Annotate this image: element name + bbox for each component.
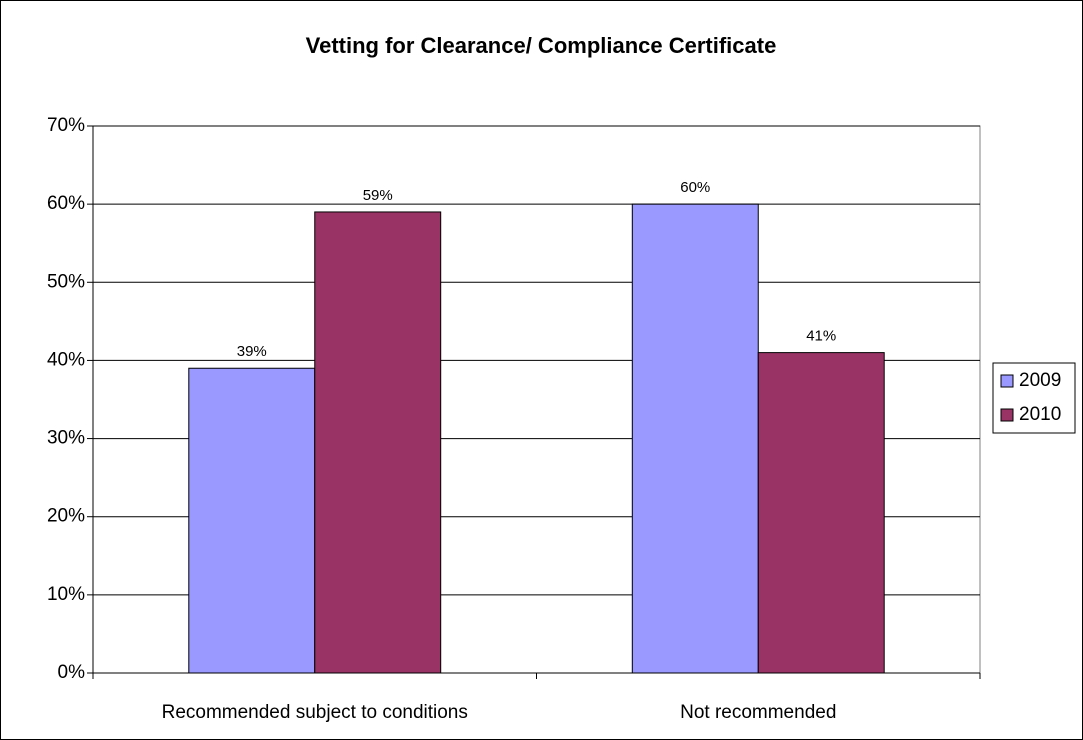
data-label: 39%: [237, 343, 267, 360]
legend-label: 2009: [1019, 370, 1061, 391]
y-tick-label: 50%: [47, 271, 85, 292]
y-tick-label: 70%: [47, 115, 85, 136]
y-tick-label: 10%: [47, 584, 85, 605]
y-tick-label: 60%: [47, 193, 85, 214]
legend-swatch: [1000, 408, 1014, 422]
x-tick-label: Recommended subject to conditions: [162, 702, 468, 723]
data-label: 60%: [680, 179, 710, 196]
x-tick-label: Not recommended: [680, 702, 836, 723]
bar: [757, 352, 885, 674]
bar: [631, 203, 759, 674]
y-tick-label: 40%: [47, 349, 85, 370]
data-label: 59%: [363, 187, 393, 204]
bar: [314, 211, 442, 674]
legend-label: 2010: [1019, 404, 1061, 425]
data-label: 41%: [806, 328, 836, 345]
y-tick-label: 0%: [58, 662, 86, 683]
y-tick-label: 30%: [47, 428, 85, 449]
y-tick-label: 20%: [47, 506, 85, 527]
legend-swatch: [1000, 374, 1014, 388]
bar: [188, 367, 316, 674]
chart-title: Vetting for Clearance/ Compliance Certif…: [306, 33, 777, 58]
